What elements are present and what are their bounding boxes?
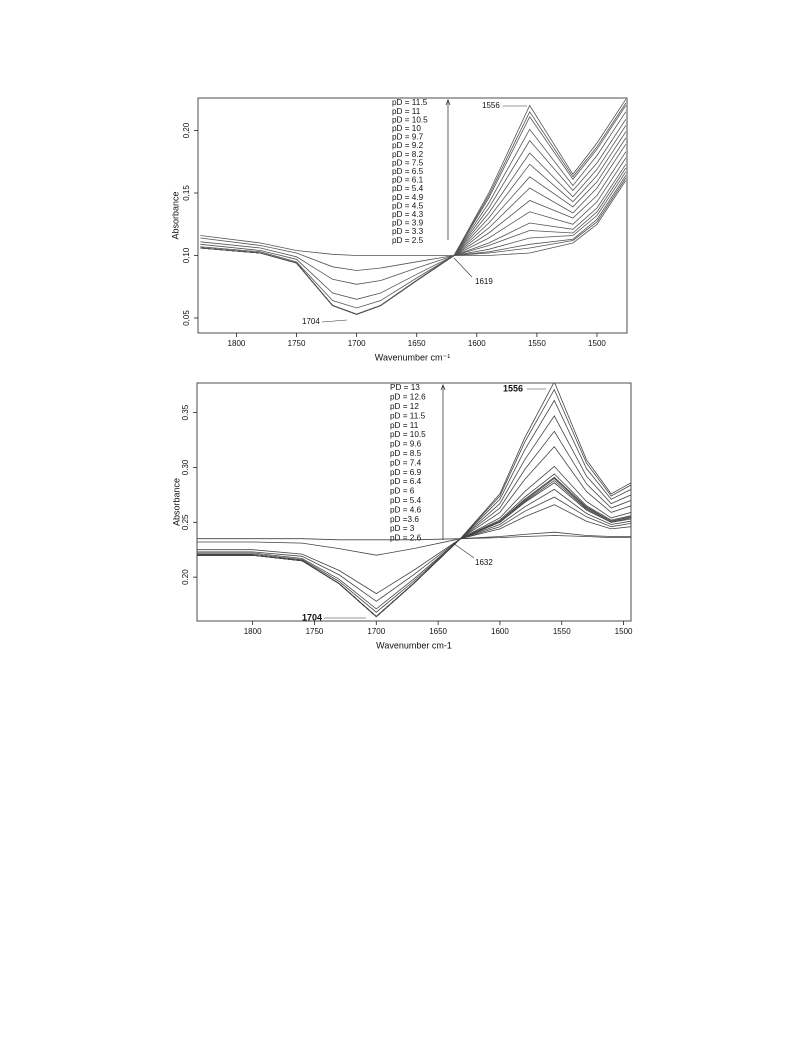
x-tick-label: 1800 <box>228 339 246 348</box>
legend-entry: pD = 9.6 <box>390 440 422 449</box>
legend-entry: pD = 4.3 <box>392 210 424 219</box>
spectrum-line <box>200 167 627 309</box>
legend-entry: pD = 7.5 <box>392 158 424 167</box>
x-tick-label: 1500 <box>615 627 633 636</box>
legend-entry: pD = 6.1 <box>392 176 424 185</box>
x-tick-label: 1600 <box>468 339 486 348</box>
chart: 1800 1750 1700 1650 1600 1550 1500 0,05 0,10 0,15… <box>170 97 628 362</box>
spectrum-line <box>200 175 627 285</box>
x-tick-label: 1800 <box>244 627 262 636</box>
y-tick-label: 0,05 <box>182 310 191 326</box>
x-axis-label: Wavenumber cm-1 <box>376 640 452 650</box>
x-tick-label: 1650 <box>429 627 447 636</box>
legend-entry: pD = 12 <box>390 402 419 411</box>
legend-entry: pD = 11 <box>392 107 421 116</box>
legend-entry: pD = 8.5 <box>390 449 422 458</box>
y-tick-label: 0.20 <box>181 569 190 585</box>
x-tick-label: 1750 <box>288 339 306 348</box>
annotation: 1704 <box>302 612 322 622</box>
legend-entry: pD = 11 <box>390 421 419 430</box>
legend-entry: pD = 5.4 <box>392 184 424 193</box>
legend-entry: pD = 6 <box>390 487 415 496</box>
y-tick-label: 0.35 <box>181 404 190 420</box>
legend-entry: pD = 5.4 <box>390 496 422 505</box>
arrow-head <box>445 99 451 106</box>
y-tick-label: 0.25 <box>181 514 190 530</box>
legend-entry: pD = 10 <box>392 124 421 133</box>
legend-entry: pD = 3.3 <box>392 227 424 236</box>
annotation: 1704 <box>302 317 320 326</box>
x-tick-label: 1700 <box>348 339 366 348</box>
y-tick-label: 0.30 <box>181 459 190 475</box>
annotation: 1632 <box>475 558 493 567</box>
legend-entry: pD = 9.2 <box>392 141 424 150</box>
legend-entry: pD = 8.2 <box>392 150 424 159</box>
x-tick-label: 1700 <box>367 627 385 636</box>
x-tick-label: 1500 <box>588 339 606 348</box>
y-axis-label: Absorbance <box>170 191 180 239</box>
annotation-leader <box>453 257 473 278</box>
legend-entry: pD = 10.5 <box>390 430 426 439</box>
legend-entry: pD = 2.6 <box>390 534 422 543</box>
x-tick-label: 1550 <box>528 339 546 348</box>
legend-entry: pD = 3 <box>390 524 415 533</box>
annotation-leader <box>321 319 348 323</box>
annotation: 1556 <box>503 383 523 393</box>
x-tick-label: 1650 <box>408 339 426 348</box>
legend-entry: pD = 4.5 <box>392 201 424 210</box>
legend-entry: pD = 12.6 <box>390 393 426 402</box>
legend-entry: pD = 11.5 <box>390 411 426 420</box>
legend-entry: pD = 2.5 <box>392 236 424 245</box>
legend-entry: pD =3.6 <box>390 515 419 524</box>
legend-entry: pD = 7.4 <box>390 458 422 467</box>
x-tick-label: 1600 <box>491 627 509 636</box>
plot-frame <box>196 382 632 622</box>
legend-entry: pD = 6.5 <box>392 167 424 176</box>
chart: 1800 1750 1700 1650 1600 1550 1500 0.20 0.25 0.30… <box>171 382 633 650</box>
x-tick-label: 1550 <box>553 627 571 636</box>
x-tick-label: 1750 <box>306 627 324 636</box>
annotation: 1556 <box>482 101 500 110</box>
legend-entry: pD = 6.4 <box>390 477 422 486</box>
spectrum-line <box>200 177 627 271</box>
legend-entry: pD = 6.9 <box>390 468 422 477</box>
y-tick-label: 0,10 <box>182 247 191 263</box>
annotation-leader <box>452 542 475 559</box>
y-tick-label: 0,20 <box>182 122 191 138</box>
legend-entry: PD = 13 <box>390 383 420 392</box>
spectrum-line <box>200 164 627 315</box>
legend-entry: pD = 4.9 <box>392 193 424 202</box>
legend-entry: pD = 3.9 <box>392 219 424 228</box>
plot-frame <box>197 97 628 334</box>
legend-entry: pD = 11.5 <box>392 98 428 107</box>
spectrum-line <box>200 171 627 300</box>
y-axis-label: Absorbance <box>171 478 181 526</box>
legend-entry: pD = 10.5 <box>392 115 428 124</box>
x-axis-label: Wavenumber cm⁻¹ <box>375 352 450 362</box>
arrow-head <box>440 384 446 391</box>
annotation: 1619 <box>475 277 493 286</box>
spectrum-line <box>197 535 631 541</box>
spectrum-line <box>200 180 627 256</box>
legend-entry: pD = 4.6 <box>390 505 422 514</box>
y-tick-label: 0,15 <box>182 185 191 201</box>
legend-entry: pD = 9.7 <box>392 133 424 142</box>
